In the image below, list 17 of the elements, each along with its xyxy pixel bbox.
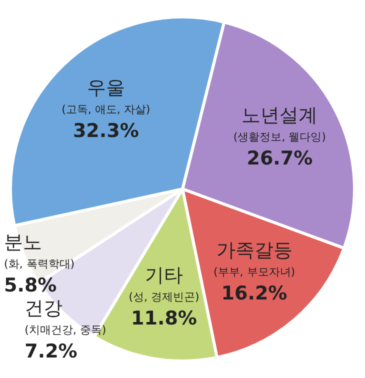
text: (고독, 애도, 자살) — [62, 103, 150, 116]
slice-label: 분노 — [4, 232, 42, 254]
text: (화, 폭력학대) — [4, 258, 75, 271]
slice-label: 건강 — [24, 297, 63, 320]
text: (성, 경제빈곤) — [128, 290, 200, 304]
data-label: 11.8% — [131, 307, 197, 330]
data-label: 7.2% — [24, 340, 78, 362]
data-label: 16.2% — [221, 282, 288, 304]
slice-label: 우울 — [86, 77, 125, 100]
data-label: 32.3% — [72, 120, 139, 142]
data-label: 5.8% — [4, 274, 57, 297]
text: (생활정보, 웰다잉) — [233, 130, 326, 144]
text: (부부, 부모자녀) — [213, 265, 296, 278]
slice-label: 노년설계 — [242, 104, 318, 126]
slice-label: 기타 — [145, 264, 184, 286]
data-label: 26.7% — [246, 147, 313, 170]
slice-label: 가족갈등 — [216, 239, 292, 262]
